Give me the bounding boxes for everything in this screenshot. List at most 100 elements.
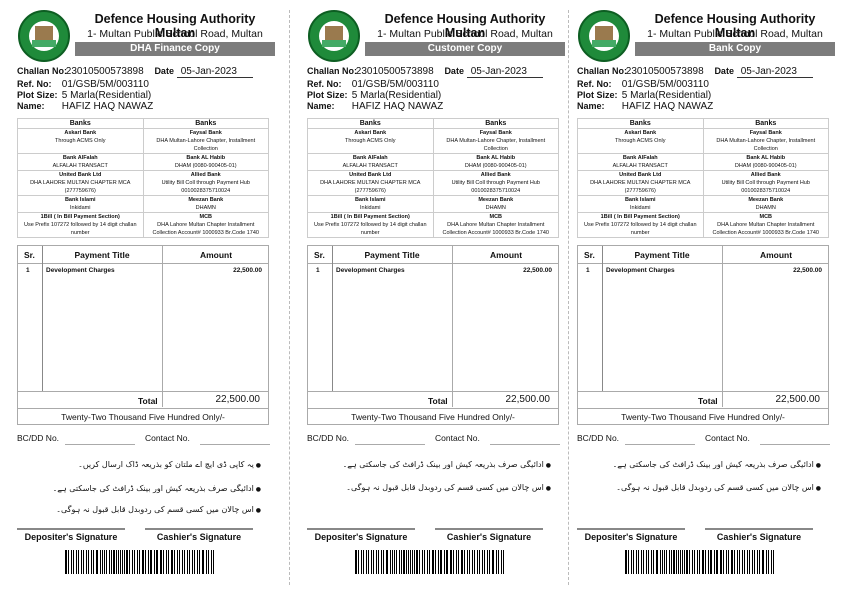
barcode-bar <box>76 550 78 574</box>
amount-header: Amount <box>199 250 233 260</box>
barcode-bar <box>90 550 92 574</box>
barcode-bar <box>683 550 685 574</box>
challan-copy: Defence Housing Authority Multan 1- Mult… <box>305 0 565 595</box>
barcode-bar <box>422 550 423 574</box>
barcode-bar <box>693 550 696 574</box>
barcode-bar <box>196 550 198 574</box>
bank-name: MCB <box>489 214 503 220</box>
challan-number: 23010500573898 <box>625 66 704 77</box>
barcode-bar <box>355 550 357 574</box>
barcode-bar <box>122 550 123 574</box>
bank-name: Bank AL Habib <box>746 155 786 161</box>
banks-header: Banks <box>17 118 144 129</box>
barcode-bar <box>692 550 693 574</box>
bank-row: United Bank Ltd DHA LAHORE MULTAN CHAPTER… <box>17 170 269 196</box>
bcdd-label: BC/DD No. <box>17 433 60 443</box>
bank-name: Bank Islami <box>354 197 386 203</box>
barcode-bar <box>371 550 372 574</box>
barcode-bar <box>664 550 666 574</box>
barcode-bar <box>666 550 667 574</box>
barcode-bar <box>123 550 125 574</box>
barcode-bar <box>763 550 764 574</box>
banks-table: Banks Banks Askari Bank Through ACMS Only Fa… <box>577 118 829 238</box>
barcode-bar <box>645 550 647 574</box>
bcdd-field[interactable] <box>625 444 695 445</box>
barcode-bar <box>751 550 753 574</box>
barcode-bar <box>686 550 688 574</box>
bank-account: Through ACMS Only <box>55 138 106 144</box>
payment-table: Sr. Payment Title Amount 1 Development Cha… <box>577 245 829 425</box>
barcode-bar <box>502 550 504 574</box>
barcode-bar <box>412 550 413 574</box>
name-label: Name: <box>307 101 335 111</box>
bank-name: United Bank Ltd <box>619 172 662 178</box>
barcode-bar <box>733 550 735 574</box>
barcode-bar <box>675 550 677 574</box>
bcdd-label: BC/DD No. <box>307 433 350 443</box>
barcode-bar <box>736 550 739 574</box>
barcode-bar <box>193 550 195 574</box>
barcode-bar <box>360 550 363 574</box>
barcode-bar <box>466 550 469 574</box>
dha-logo <box>578 10 630 62</box>
barcode-bar <box>82 550 84 574</box>
barcode-bar <box>363 550 365 574</box>
barcode-bar <box>156 550 158 574</box>
barcode-bar <box>391 550 393 574</box>
barcode-bar <box>636 550 638 574</box>
barcode-bar <box>85 550 87 574</box>
bcdd-field[interactable] <box>65 444 135 445</box>
name-label: Name: <box>577 101 605 111</box>
bank-account: DHAMN <box>485 205 506 211</box>
barcode-bar <box>133 550 136 574</box>
barcode-bar <box>474 550 476 574</box>
ref-number: 01/GSB/5M/003110 <box>621 79 709 90</box>
bank-account: DHA Multan-Lahore Chapter, Installment C… <box>446 138 546 152</box>
item-amount: 22,500.00 <box>523 267 552 274</box>
bank-row: Askari Bank Through ACMS Only Faysal Bank D… <box>17 128 269 154</box>
bank-row: Askari Bank Through ACMS Only Faysal Bank D… <box>577 128 829 154</box>
contact-field[interactable] <box>760 444 830 445</box>
barcode-bar <box>201 550 203 574</box>
barcode-bar <box>372 550 374 574</box>
urdu-note: ادائیگی صرف بذریعہ کیش اور بینک ڈرافٹ کی… <box>613 460 821 469</box>
barcode-bar <box>418 550 421 574</box>
bcdd-field[interactable] <box>355 444 425 445</box>
barcode-bar <box>625 550 627 574</box>
bank-name: Allied Bank <box>190 172 221 178</box>
date-label: Date <box>444 66 464 76</box>
bank-account: Use Prefix 107272 followed by 14 digit c… <box>313 222 427 236</box>
barcode-bar <box>403 550 405 574</box>
payment-title-header: Payment Title <box>364 250 420 260</box>
total-amount: 22,500.00 <box>215 394 261 405</box>
barcode-bar <box>704 550 707 574</box>
bank-account: ALFALAH TRANSACT <box>52 163 108 169</box>
barcode-bar <box>627 550 629 574</box>
barcode-bar <box>101 550 103 574</box>
barcode-bar <box>99 550 101 574</box>
barcode-bar <box>81 550 82 574</box>
barcode-bar <box>440 550 442 574</box>
bank-account: DHA LAHORE MULTAN CHAPTER MCA (277759676… <box>30 180 131 194</box>
contact-field[interactable] <box>200 444 270 445</box>
barcode-bar <box>500 550 502 574</box>
amount-in-words: Twenty-Two Thousand Five Hundred Only/- <box>18 408 268 426</box>
barcode-bar <box>128 550 131 574</box>
bank-account: DHA LAHORE MULTAN CHAPTER MCA (277759676… <box>320 180 421 194</box>
contact-field[interactable] <box>490 444 560 445</box>
bank-account: DHAM (0080-900405-01) <box>734 163 797 169</box>
plot-label: Plot Size: <box>577 90 618 100</box>
barcode-bar <box>486 550 488 574</box>
barcode-bar <box>472 550 474 574</box>
barcode-bar <box>770 550 772 574</box>
bank-row: Bank Islami Inkidami Meezan Bank DHAMN <box>577 195 829 213</box>
contact-label: Contact No. <box>145 433 190 443</box>
barcode-bar <box>110 550 112 574</box>
barcode-bar <box>188 550 190 574</box>
payment-table: Sr. Payment Title Amount 1 Development Cha… <box>307 245 559 425</box>
barcode-bar <box>113 550 115 574</box>
bank-account: ALFALAH TRANSACT <box>612 163 668 169</box>
bank-name: Askari Bank <box>624 130 657 136</box>
barcode-bar <box>87 550 89 574</box>
barcode-bar <box>179 550 181 574</box>
